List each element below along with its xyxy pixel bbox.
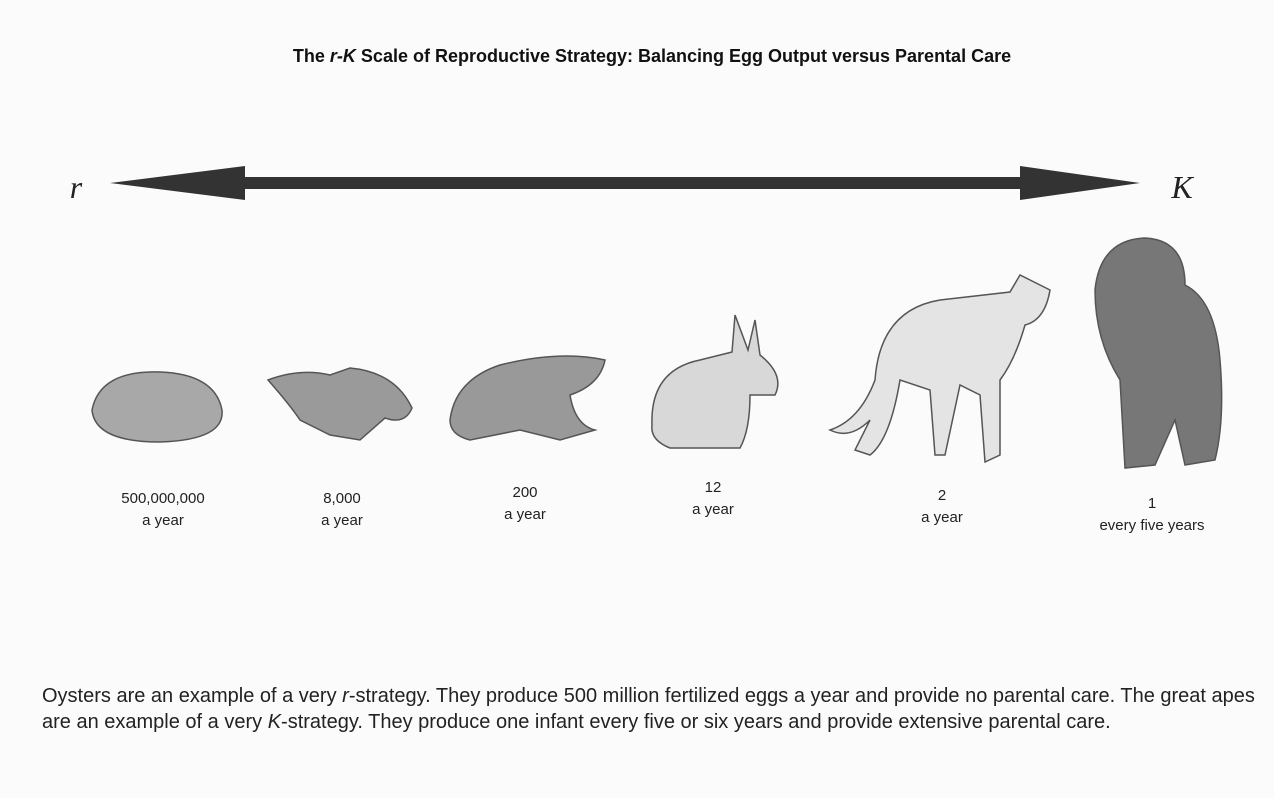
item-count: 2 xyxy=(938,487,946,504)
title-part: r-K xyxy=(330,46,358,66)
item-period: a year xyxy=(504,506,546,523)
title-part: Scale of Reproductive Strategy: Balancin… xyxy=(356,46,1011,66)
gorilla xyxy=(1094,237,1223,469)
title: The r-K Scale of Reproductive Strategy: … xyxy=(293,46,1011,66)
item-period: a year xyxy=(321,512,363,529)
item-count: 500,000,000 xyxy=(121,490,204,507)
item-period: a year xyxy=(142,512,184,529)
item-count: 8,000 xyxy=(323,490,361,507)
frog xyxy=(449,355,606,441)
title-part: The xyxy=(293,46,330,66)
caption-part: r xyxy=(342,685,349,707)
item-count: 12 xyxy=(705,479,722,496)
fish xyxy=(266,367,413,441)
cougar xyxy=(828,274,1051,464)
animals xyxy=(91,237,1223,469)
item-count: 200 xyxy=(512,484,537,501)
caption-part: -strategy. They produce 500 million fert… xyxy=(42,685,1255,733)
item-period: a year xyxy=(692,501,734,518)
oyster xyxy=(91,371,223,443)
caption: Oysters are an example of a very r-strat… xyxy=(42,683,1257,735)
scale-left: r xyxy=(70,169,83,205)
item-count: 1 xyxy=(1148,495,1156,512)
scale-arrow xyxy=(110,166,1140,200)
scale-right: K xyxy=(1170,169,1194,205)
caption-part: -strategy. They produce one infant every… xyxy=(281,711,1111,733)
item-period: every five years xyxy=(1099,517,1204,534)
item-period: a year xyxy=(921,509,963,526)
rabbit xyxy=(651,314,779,449)
caption-part: K xyxy=(267,711,282,733)
caption-part: Oysters are an example of a very xyxy=(42,685,343,707)
